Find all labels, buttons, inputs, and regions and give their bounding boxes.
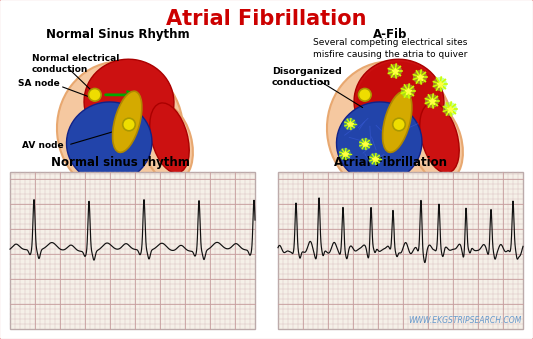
Circle shape: [443, 102, 457, 116]
Ellipse shape: [150, 103, 189, 173]
Circle shape: [388, 64, 402, 78]
Text: Normal electrical
conduction: Normal electrical conduction: [32, 54, 119, 74]
Text: Disorganized
conduction: Disorganized conduction: [272, 67, 342, 87]
Ellipse shape: [354, 59, 444, 145]
Bar: [278, 172, 523, 329]
Text: Several competing electrical sites
misfire causing the atria to quiver: Several competing electrical sites misfi…: [313, 38, 467, 59]
Circle shape: [425, 94, 439, 108]
Ellipse shape: [356, 61, 442, 142]
Ellipse shape: [411, 103, 463, 182]
Text: AV node: AV node: [22, 140, 63, 149]
Circle shape: [359, 138, 371, 150]
Circle shape: [123, 118, 135, 131]
Ellipse shape: [84, 59, 174, 145]
Text: Normal sinus rhythm: Normal sinus rhythm: [51, 156, 189, 169]
Ellipse shape: [67, 102, 152, 183]
Ellipse shape: [336, 102, 422, 183]
Ellipse shape: [420, 103, 459, 173]
Circle shape: [339, 148, 351, 160]
Text: Atrial Fibrillation: Atrial Fibrillation: [166, 9, 366, 29]
Text: WWW.EKGSTRIPSEARCH.COM: WWW.EKGSTRIPSEARCH.COM: [409, 316, 522, 325]
Ellipse shape: [383, 91, 412, 153]
Ellipse shape: [112, 91, 142, 153]
Text: SA node: SA node: [18, 80, 60, 88]
Circle shape: [359, 88, 371, 101]
Circle shape: [88, 88, 101, 101]
Text: Atrial Fibrillation: Atrial Fibrillation: [334, 156, 447, 169]
Circle shape: [413, 70, 427, 84]
Text: A-Fib: A-Fib: [373, 28, 407, 41]
Circle shape: [433, 77, 447, 91]
Circle shape: [401, 84, 415, 98]
Circle shape: [369, 153, 381, 165]
Text: Normal Sinus Rhythm: Normal Sinus Rhythm: [46, 28, 190, 41]
Circle shape: [344, 118, 356, 130]
Bar: [10, 172, 255, 329]
Ellipse shape: [57, 62, 183, 197]
Ellipse shape: [327, 62, 453, 197]
Circle shape: [393, 118, 405, 131]
Ellipse shape: [141, 103, 193, 182]
